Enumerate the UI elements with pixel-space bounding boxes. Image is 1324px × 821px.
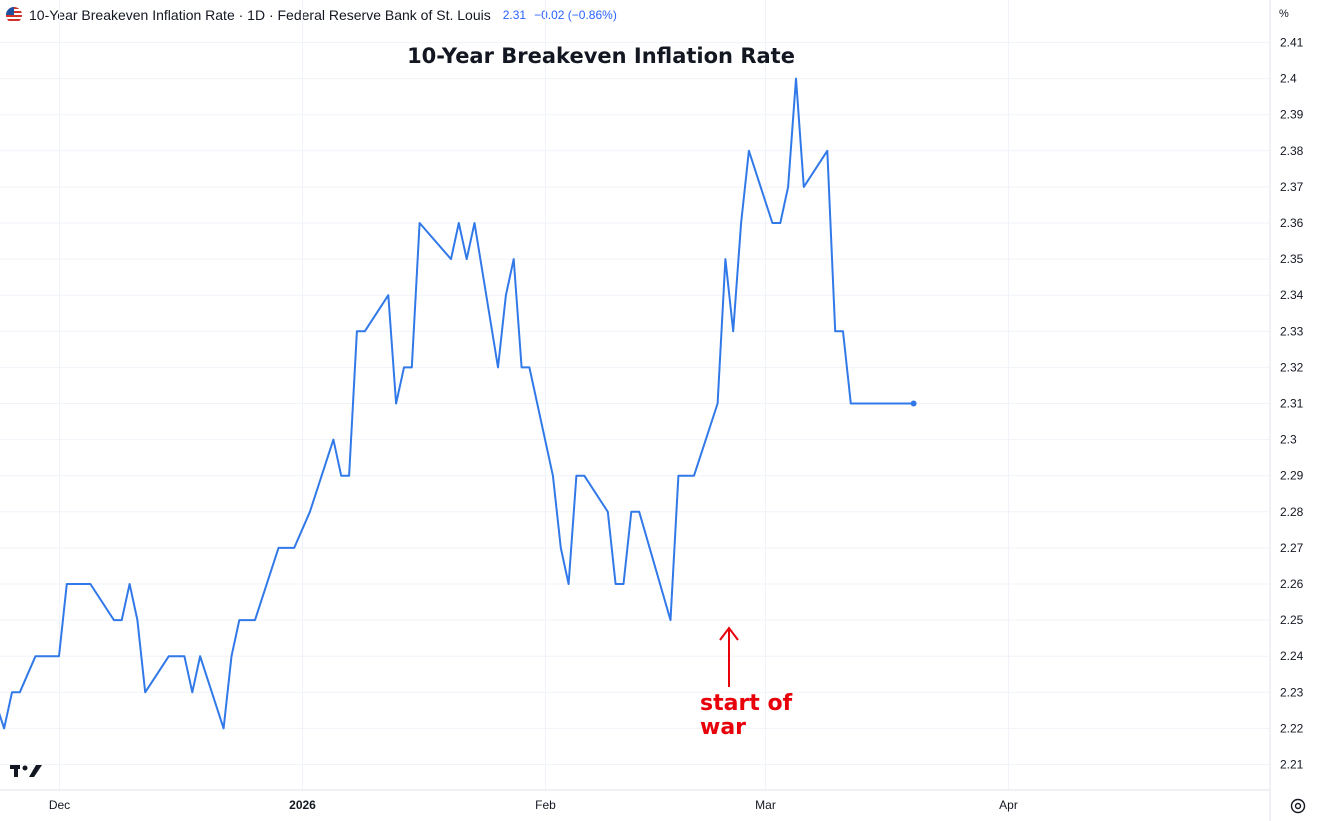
y-tick-label: 2.4 [1280, 72, 1297, 86]
y-tick-label: 2.25 [1280, 613, 1304, 627]
y-tick-label: 2.29 [1280, 469, 1304, 483]
y-tick-label: 2.35 [1280, 252, 1304, 266]
y-tick-label: 2.22 [1280, 721, 1304, 735]
y-tick-label: 2.26 [1280, 577, 1304, 591]
arrow-up-icon [719, 626, 739, 687]
chart-header[interactable]: 10-Year Breakeven Inflation Rate · 1D · … [6, 5, 617, 25]
y-tick-label: 2.36 [1280, 216, 1304, 230]
change-value: −0.02 (−0.86%) [534, 8, 617, 22]
us-flag-icon [6, 7, 22, 23]
series-points [910, 400, 917, 407]
x-tick-label: Apr [999, 798, 1018, 812]
x-tick-label: Dec [49, 798, 70, 812]
annotation-text-line1: start of [700, 691, 793, 716]
settings-gear-icon[interactable] [1289, 797, 1307, 815]
y-tick-label: 2.32 [1280, 360, 1304, 374]
y-tick-label: 2.21 [1280, 758, 1304, 772]
y-tick-label: 2.34 [1280, 288, 1304, 302]
x-tick-label: 2026 [289, 798, 316, 812]
price-scale-unit[interactable]: % [1279, 8, 1289, 20]
y-tick-label: 2.39 [1280, 108, 1304, 122]
x-tick-label: Mar [755, 798, 776, 812]
y-tick-label: 2.38 [1280, 144, 1304, 158]
y-tick-label: 2.27 [1280, 541, 1304, 555]
last-value: 2.31 [502, 8, 527, 22]
annotation-start-of-war: start of war [700, 626, 793, 740]
series-line [0, 77, 914, 730]
y-tick-label: 2.28 [1280, 505, 1304, 519]
y-tick-label: 2.3 [1280, 433, 1297, 447]
y-tick-label: 2.31 [1280, 397, 1304, 411]
symbol-title: 10-Year Breakeven Inflation Rate · 1D · … [29, 7, 491, 23]
y-tick-label: 2.24 [1280, 649, 1304, 663]
chart-title: 10-Year Breakeven Inflation Rate [407, 44, 795, 68]
y-tick-label: 2.33 [1280, 324, 1304, 338]
y-tick-label: 2.41 [1280, 36, 1304, 50]
tradingview-logo[interactable] [10, 763, 42, 779]
price-axis-labels: 2.41 2.4 2.39 2.38 2.37 2.36 2.35 2.34 2.33 2.32 2… [1280, 36, 1304, 772]
annotation-text-line2: war [700, 715, 746, 740]
grid-lines [0, 0, 1270, 790]
x-tick-label: Feb [535, 798, 556, 812]
time-axis-labels: Dec 2026 Feb Mar Apr [49, 798, 1018, 812]
y-tick-label: 2.37 [1280, 180, 1304, 194]
last-data-point [910, 400, 917, 407]
y-tick-label: 2.23 [1280, 685, 1304, 699]
